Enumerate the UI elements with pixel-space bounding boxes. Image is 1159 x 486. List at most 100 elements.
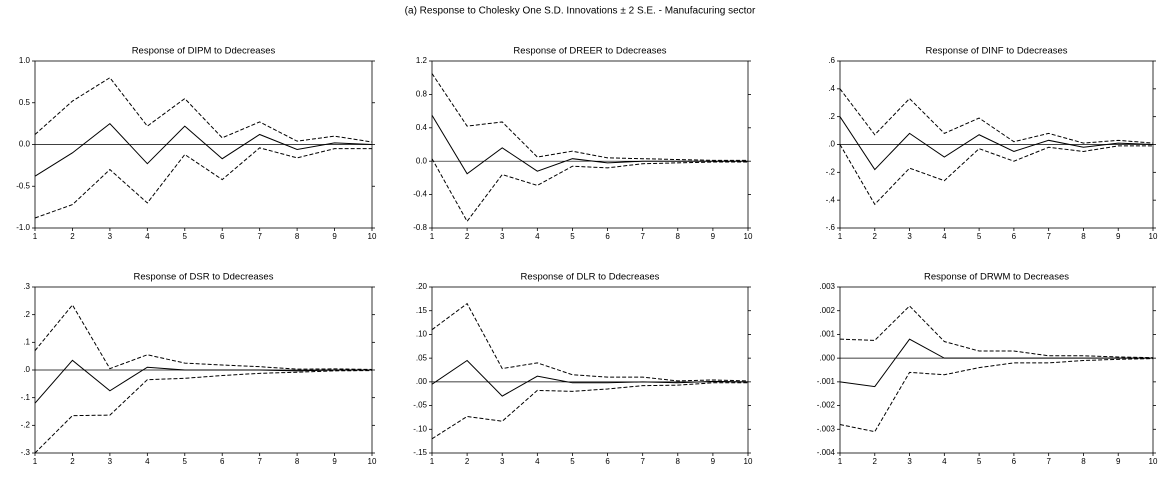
x-tick-label: 10 [1149, 457, 1158, 466]
y-tick-label: -0.4 [413, 190, 427, 199]
x-tick-label: 9 [1116, 232, 1121, 241]
response-line [839, 116, 1154, 171]
x-tick-label: 1 [430, 457, 435, 466]
x-tick-label: 3 [907, 232, 912, 241]
response-line [839, 338, 1153, 388]
x-tick-label: 4 [145, 232, 150, 241]
y-tick-label: .00 [416, 377, 428, 386]
y-tick-label: -.003 [817, 424, 836, 433]
x-tick-label: 1 [33, 232, 38, 241]
x-tick-label: 10 [1149, 232, 1158, 241]
x-tick-label: 8 [1081, 232, 1086, 241]
x-tick-label: 7 [1046, 232, 1051, 241]
response-line [431, 382, 748, 440]
figure-title: (a) Response to Cholesky One S.D. Innova… [405, 6, 756, 17]
y-tick-label: -0.5 [16, 181, 30, 190]
response-line [34, 147, 372, 219]
y-tick-label: .002 [819, 306, 835, 315]
y-tick-label: -.002 [817, 401, 836, 410]
x-tick-label: 6 [605, 232, 610, 241]
x-tick-label: 8 [676, 232, 681, 241]
x-tick-label: 2 [465, 232, 470, 241]
x-tick-label: 1 [838, 457, 843, 466]
x-tick-label: 9 [711, 232, 716, 241]
y-tick-label: .10 [416, 330, 428, 339]
y-tick-label: -.15 [413, 448, 427, 457]
x-tick-label: 2 [873, 232, 878, 241]
x-tick-label: 9 [1116, 457, 1121, 466]
response-line [839, 144, 1153, 206]
x-tick-label: 10 [744, 457, 753, 466]
x-tick-label: 10 [744, 232, 753, 241]
x-tick-label: 5 [570, 232, 575, 241]
panel-title: Response of DSR to Ddecreases [134, 272, 274, 283]
response-line [34, 77, 373, 143]
x-tick-label: 4 [535, 232, 540, 241]
x-tick-label: 4 [145, 457, 150, 466]
y-tick-label: -.6 [826, 223, 836, 232]
y-tick-label: -.001 [817, 377, 836, 386]
x-tick-label: 2 [70, 232, 75, 241]
x-tick-label: 1 [430, 232, 435, 241]
x-tick-label: 9 [711, 457, 716, 466]
x-tick-label: 8 [1081, 457, 1086, 466]
y-tick-label: .000 [819, 353, 835, 362]
y-tick-label: .0 [828, 140, 835, 149]
y-tick-label: 0.0 [416, 156, 428, 165]
x-tick-label: 3 [907, 457, 912, 466]
response-line [431, 158, 748, 223]
x-tick-label: 4 [942, 457, 947, 466]
y-tick-label: .003 [819, 282, 835, 291]
x-tick-label: 2 [465, 457, 470, 466]
response-line [34, 122, 373, 177]
response-line [431, 302, 749, 382]
y-tick-label: -1.0 [16, 223, 30, 232]
response-line [34, 370, 373, 454]
x-tick-label: 7 [257, 457, 262, 466]
x-tick-label: 10 [368, 457, 377, 466]
response-line [431, 359, 749, 397]
x-tick-label: 2 [70, 457, 75, 466]
x-tick-label: 7 [640, 232, 645, 241]
plot-frame [431, 60, 749, 229]
response-line [839, 88, 1154, 144]
x-tick-label: 7 [640, 457, 645, 466]
y-tick-label: .4 [828, 84, 835, 93]
response-line [34, 304, 373, 370]
x-tick-label: 7 [257, 232, 262, 241]
y-tick-label: -.4 [826, 195, 836, 204]
y-tick-label: 1.0 [19, 56, 31, 65]
x-tick-label: 5 [183, 457, 188, 466]
x-tick-label: 5 [977, 457, 982, 466]
response-line [431, 73, 748, 161]
response-line [431, 115, 748, 175]
panel-title: Response of DIPM to Ddecreases [132, 46, 276, 57]
y-tick-label: -.2 [21, 420, 31, 429]
y-tick-label: 0.0 [19, 140, 31, 149]
x-tick-label: 5 [183, 232, 188, 241]
x-tick-label: 8 [676, 457, 681, 466]
panel-title: Response of DLR to Ddecreases [521, 272, 660, 283]
x-tick-label: 1 [33, 457, 38, 466]
panel-title: Response of DREER to Ddecreases [513, 46, 666, 57]
y-tick-label: 0.5 [19, 98, 31, 107]
y-tick-label: .0 [23, 365, 30, 374]
y-tick-label: .001 [819, 330, 835, 339]
x-tick-label: 7 [1046, 457, 1051, 466]
y-tick-label: .15 [416, 306, 428, 315]
x-tick-label: 6 [605, 457, 610, 466]
x-tick-label: 9 [332, 232, 337, 241]
y-tick-label: .20 [416, 282, 428, 291]
plot-frame [839, 286, 1154, 454]
x-tick-label: 6 [1012, 232, 1017, 241]
plot-frame [431, 286, 749, 454]
x-tick-label: 6 [220, 457, 225, 466]
panel-title: Response of DINF to Ddecreases [925, 46, 1067, 57]
y-tick-label: .1 [23, 337, 30, 346]
y-tick-label: 0.8 [416, 90, 428, 99]
y-tick-label: -.2 [826, 167, 836, 176]
y-tick-label: -.004 [817, 448, 836, 457]
x-tick-label: 3 [500, 457, 505, 466]
x-tick-label: 5 [570, 457, 575, 466]
